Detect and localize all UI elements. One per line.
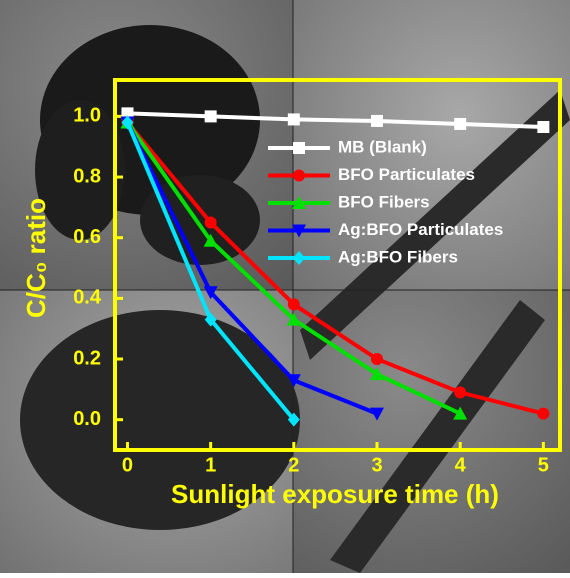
marker bbox=[371, 353, 384, 366]
marker bbox=[204, 216, 217, 229]
legend-marker bbox=[292, 196, 306, 209]
x-tick-label: 0 bbox=[122, 454, 133, 476]
y-tick-label: 0.8 bbox=[73, 165, 101, 187]
legend-marker bbox=[293, 142, 305, 154]
marker bbox=[203, 233, 218, 247]
series-line bbox=[125, 121, 378, 416]
y-tick-label: 0.6 bbox=[73, 226, 101, 248]
legend-label: Ag:BFO Fibers bbox=[338, 247, 458, 266]
marker bbox=[453, 406, 468, 420]
marker bbox=[537, 407, 550, 420]
plot-frame bbox=[113, 78, 562, 452]
marker bbox=[454, 117, 467, 130]
marker bbox=[286, 374, 301, 388]
marker bbox=[370, 367, 385, 381]
y-tick-label: 1.0 bbox=[73, 105, 101, 127]
marker bbox=[287, 412, 300, 427]
series-line bbox=[127, 111, 544, 130]
legend-label: MB (Blank) bbox=[338, 137, 427, 156]
marker bbox=[370, 407, 385, 421]
x-tick-label: 3 bbox=[371, 454, 382, 476]
legend-marker bbox=[292, 224, 306, 238]
y-tick-label: 0.4 bbox=[73, 287, 102, 309]
marker bbox=[204, 312, 217, 327]
marker bbox=[454, 386, 467, 399]
legend-marker bbox=[293, 169, 305, 182]
y-axis-title: C/C₀ ratio bbox=[21, 198, 51, 318]
marker bbox=[204, 110, 217, 123]
marker bbox=[203, 286, 218, 300]
legend-marker bbox=[293, 251, 305, 265]
marker bbox=[287, 113, 300, 126]
series-line bbox=[125, 121, 544, 416]
y-tick-label: 0.0 bbox=[73, 408, 101, 430]
legend-label: BFO Particulates bbox=[338, 165, 475, 184]
marker bbox=[286, 312, 301, 326]
y-tick-label: 0.2 bbox=[73, 347, 101, 369]
x-tick-label: 5 bbox=[538, 454, 549, 476]
x-tick-label: 4 bbox=[455, 454, 467, 476]
marker bbox=[121, 107, 134, 120]
marker bbox=[121, 115, 134, 130]
legend-label: Ag:BFO Particulates bbox=[338, 220, 503, 239]
x-tick-label: 1 bbox=[205, 454, 216, 476]
marker bbox=[537, 121, 550, 134]
legend-label: BFO Fibers bbox=[338, 192, 430, 211]
marker bbox=[287, 298, 300, 311]
x-axis-title: Sunlight exposure time (h) bbox=[171, 479, 499, 509]
marker bbox=[371, 114, 384, 127]
x-tick-label: 2 bbox=[288, 454, 299, 476]
